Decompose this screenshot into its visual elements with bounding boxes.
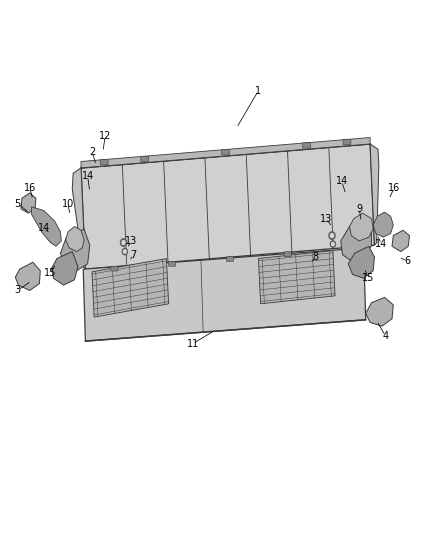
FancyBboxPatch shape	[284, 252, 291, 257]
Text: 13: 13	[320, 214, 332, 223]
Polygon shape	[83, 248, 366, 341]
Polygon shape	[72, 168, 85, 269]
Circle shape	[120, 239, 127, 246]
Polygon shape	[15, 262, 40, 290]
Polygon shape	[370, 144, 379, 245]
Polygon shape	[52, 252, 78, 285]
Text: 5: 5	[14, 199, 21, 208]
Polygon shape	[81, 138, 370, 168]
Text: 2: 2	[89, 147, 95, 157]
FancyBboxPatch shape	[111, 266, 118, 271]
Text: 13: 13	[125, 236, 138, 246]
Text: 15: 15	[362, 273, 374, 283]
Polygon shape	[341, 220, 371, 260]
Polygon shape	[392, 230, 410, 252]
Text: 8: 8	[312, 252, 318, 262]
Polygon shape	[21, 193, 36, 213]
FancyBboxPatch shape	[169, 262, 176, 266]
Text: 14: 14	[38, 223, 50, 233]
Polygon shape	[366, 297, 393, 326]
Text: 16: 16	[24, 183, 36, 192]
Text: 3: 3	[14, 286, 21, 295]
Circle shape	[122, 248, 127, 255]
Polygon shape	[350, 213, 373, 241]
Text: 4: 4	[382, 331, 389, 341]
Polygon shape	[348, 246, 374, 278]
Text: 1: 1	[255, 86, 261, 95]
Circle shape	[330, 233, 334, 237]
Circle shape	[332, 243, 334, 246]
Text: 9: 9	[356, 204, 362, 214]
Polygon shape	[373, 212, 393, 237]
Text: 11: 11	[187, 339, 199, 349]
FancyBboxPatch shape	[100, 159, 108, 165]
Text: 16: 16	[388, 183, 400, 192]
Polygon shape	[258, 251, 335, 304]
Polygon shape	[60, 229, 90, 271]
FancyBboxPatch shape	[303, 143, 311, 148]
Circle shape	[122, 241, 125, 244]
Circle shape	[124, 250, 126, 253]
Text: 14: 14	[81, 171, 94, 181]
FancyBboxPatch shape	[222, 149, 230, 155]
FancyBboxPatch shape	[342, 247, 349, 252]
Text: 14: 14	[336, 176, 348, 186]
Circle shape	[329, 232, 335, 239]
FancyBboxPatch shape	[226, 256, 233, 261]
FancyBboxPatch shape	[343, 140, 351, 145]
Text: 15: 15	[44, 268, 57, 278]
Polygon shape	[32, 207, 61, 246]
Text: 14: 14	[375, 239, 387, 249]
Text: 7: 7	[131, 250, 137, 260]
Text: 12: 12	[99, 131, 111, 141]
Polygon shape	[66, 227, 84, 252]
Polygon shape	[81, 144, 374, 269]
Circle shape	[330, 241, 336, 247]
Text: 10: 10	[62, 199, 74, 208]
FancyBboxPatch shape	[141, 156, 148, 161]
Polygon shape	[92, 259, 169, 317]
Text: 6: 6	[404, 256, 410, 266]
